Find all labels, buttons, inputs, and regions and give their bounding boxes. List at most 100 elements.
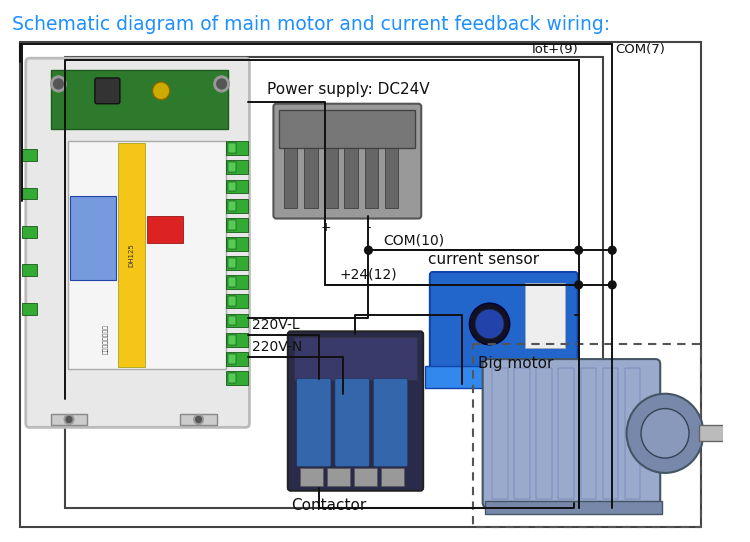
FancyBboxPatch shape bbox=[430, 272, 578, 387]
Text: -: - bbox=[367, 221, 371, 234]
Bar bbox=[228, 182, 236, 191]
Ellipse shape bbox=[626, 393, 704, 473]
Text: +24(12): +24(12) bbox=[340, 268, 398, 282]
Bar bbox=[228, 296, 236, 306]
Circle shape bbox=[194, 415, 203, 424]
FancyBboxPatch shape bbox=[296, 378, 331, 467]
Bar bbox=[364, 148, 378, 208]
Text: Iot+(9): Iot+(9) bbox=[532, 43, 579, 56]
Bar bbox=[22, 302, 38, 314]
Bar bbox=[473, 344, 701, 527]
Bar bbox=[559, 368, 574, 499]
FancyBboxPatch shape bbox=[374, 378, 408, 467]
Circle shape bbox=[214, 76, 230, 92]
Bar bbox=[226, 314, 248, 327]
Bar bbox=[514, 368, 529, 499]
Bar bbox=[70, 196, 116, 280]
Bar bbox=[603, 368, 618, 499]
Text: Schematic diagram of main motor and current feedback wiring:: Schematic diagram of main motor and curr… bbox=[13, 15, 610, 34]
Bar bbox=[324, 148, 338, 208]
Ellipse shape bbox=[152, 82, 170, 100]
Bar bbox=[226, 294, 248, 308]
Circle shape bbox=[54, 79, 63, 89]
FancyBboxPatch shape bbox=[274, 104, 422, 218]
Bar bbox=[492, 368, 508, 499]
FancyBboxPatch shape bbox=[288, 331, 423, 491]
Bar bbox=[226, 141, 248, 155]
Bar bbox=[381, 468, 404, 486]
Circle shape bbox=[196, 416, 202, 422]
Bar bbox=[68, 141, 226, 369]
Bar bbox=[226, 237, 248, 251]
Bar bbox=[226, 256, 248, 270]
Text: current sensor: current sensor bbox=[428, 252, 539, 267]
Bar bbox=[536, 368, 552, 499]
Bar bbox=[525, 283, 565, 348]
Bar bbox=[118, 143, 145, 367]
Bar bbox=[354, 468, 377, 486]
Bar bbox=[580, 368, 596, 499]
Bar bbox=[425, 366, 583, 388]
Bar bbox=[51, 70, 228, 130]
Bar bbox=[344, 148, 358, 208]
Bar bbox=[22, 226, 38, 238]
Bar bbox=[226, 275, 248, 289]
Text: 220V-N: 220V-N bbox=[252, 340, 302, 354]
Bar bbox=[228, 334, 236, 345]
Bar bbox=[22, 264, 38, 276]
Bar bbox=[228, 201, 236, 211]
Circle shape bbox=[364, 246, 372, 254]
Bar bbox=[228, 143, 236, 153]
Bar bbox=[226, 352, 248, 366]
Text: DH125: DH125 bbox=[128, 243, 134, 267]
Bar bbox=[226, 333, 248, 346]
Text: Power supply: DC24V: Power supply: DC24V bbox=[267, 82, 429, 97]
Bar bbox=[228, 315, 236, 325]
Ellipse shape bbox=[470, 303, 510, 345]
Bar bbox=[226, 160, 248, 175]
FancyBboxPatch shape bbox=[334, 378, 370, 467]
Bar bbox=[300, 468, 323, 486]
FancyBboxPatch shape bbox=[95, 78, 120, 104]
Bar bbox=[226, 371, 248, 385]
Bar bbox=[293, 337, 418, 380]
FancyBboxPatch shape bbox=[26, 58, 250, 428]
Ellipse shape bbox=[641, 409, 689, 458]
Bar bbox=[284, 148, 298, 208]
Ellipse shape bbox=[476, 309, 504, 339]
Circle shape bbox=[608, 246, 616, 254]
Circle shape bbox=[574, 246, 583, 254]
Bar bbox=[625, 368, 640, 499]
Text: COM(7): COM(7) bbox=[615, 43, 665, 56]
Bar bbox=[226, 218, 248, 232]
Bar bbox=[22, 149, 38, 161]
Bar bbox=[228, 239, 236, 249]
Bar bbox=[226, 179, 248, 193]
Bar bbox=[180, 414, 217, 425]
Bar bbox=[228, 354, 236, 364]
Text: Contactor: Contactor bbox=[291, 498, 366, 513]
Bar bbox=[228, 373, 236, 383]
Bar bbox=[698, 425, 732, 441]
Bar bbox=[279, 109, 416, 148]
Text: 220V-L: 220V-L bbox=[252, 318, 300, 332]
Bar bbox=[385, 148, 398, 208]
Bar bbox=[228, 163, 236, 172]
Bar bbox=[51, 414, 87, 425]
Bar bbox=[304, 148, 317, 208]
Text: 工业遥控器接收器: 工业遥控器接收器 bbox=[103, 324, 108, 354]
Circle shape bbox=[608, 281, 616, 289]
Circle shape bbox=[217, 79, 226, 89]
Circle shape bbox=[51, 76, 66, 92]
Text: +: + bbox=[321, 221, 332, 234]
Circle shape bbox=[64, 415, 74, 424]
Text: COM(10): COM(10) bbox=[382, 233, 444, 247]
Text: Big motor: Big motor bbox=[478, 356, 554, 371]
Bar bbox=[228, 220, 236, 230]
Bar bbox=[65, 57, 603, 507]
Bar bbox=[228, 278, 236, 287]
Bar bbox=[147, 216, 183, 243]
Bar bbox=[228, 258, 236, 268]
Bar bbox=[22, 188, 38, 199]
Bar bbox=[226, 199, 248, 212]
